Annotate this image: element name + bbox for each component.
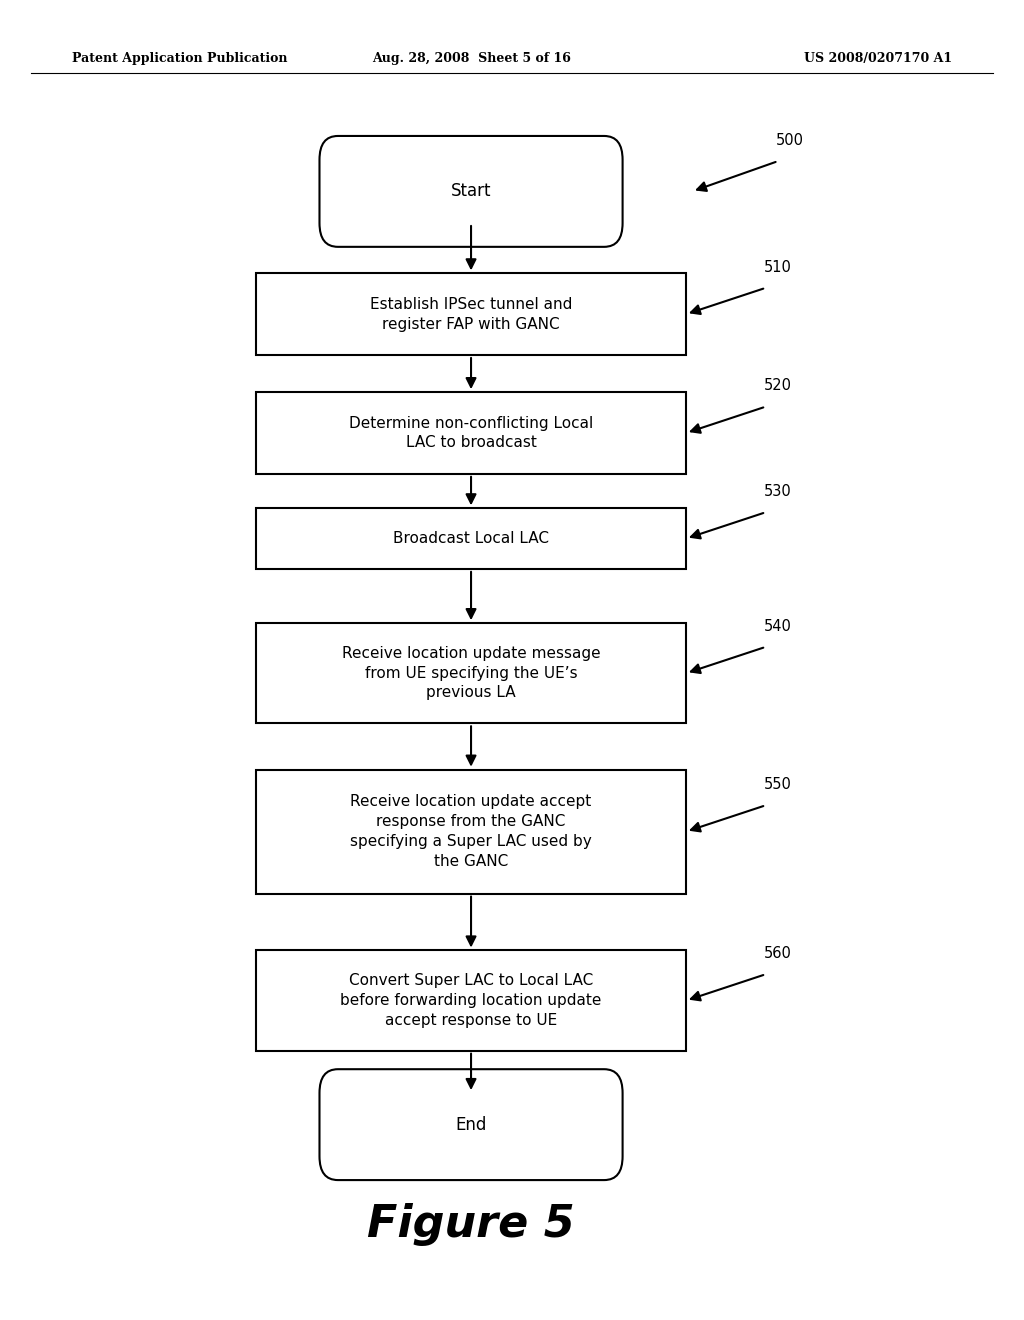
Text: 510: 510 [764, 260, 792, 275]
Text: End: End [456, 1115, 486, 1134]
Text: 530: 530 [764, 484, 792, 499]
Bar [256, 392, 686, 474]
Text: 500: 500 [776, 133, 804, 148]
Bar [256, 508, 686, 569]
Text: Aug. 28, 2008  Sheet 5 of 16: Aug. 28, 2008 Sheet 5 of 16 [372, 51, 570, 65]
Text: 520: 520 [764, 379, 792, 393]
Text: Establish IPSec tunnel and
register FAP with GANC: Establish IPSec tunnel and register FAP … [370, 297, 572, 331]
Text: Determine non-conflicting Local
LAC to broadcast: Determine non-conflicting Local LAC to b… [349, 416, 593, 450]
Text: 550: 550 [764, 777, 792, 792]
Text: Start: Start [451, 182, 492, 201]
Text: Convert Super LAC to Local LAC
before forwarding location update
accept response: Convert Super LAC to Local LAC before fo… [340, 973, 602, 1028]
Text: 540: 540 [764, 619, 792, 634]
Bar [256, 623, 686, 723]
Text: Broadcast Local LAC: Broadcast Local LAC [393, 531, 549, 546]
Bar [256, 770, 686, 894]
Text: Figure 5: Figure 5 [368, 1204, 574, 1246]
Bar [256, 273, 686, 355]
FancyBboxPatch shape [319, 136, 623, 247]
Text: Receive location update message
from UE specifying the UE’s
previous LA: Receive location update message from UE … [342, 645, 600, 701]
FancyBboxPatch shape [319, 1069, 623, 1180]
Text: 560: 560 [764, 946, 792, 961]
Bar [256, 950, 686, 1051]
Text: Patent Application Publication: Patent Application Publication [72, 51, 287, 65]
Text: US 2008/0207170 A1: US 2008/0207170 A1 [804, 51, 952, 65]
Text: Receive location update accept
response from the GANC
specifying a Super LAC use: Receive location update accept response … [350, 795, 592, 869]
